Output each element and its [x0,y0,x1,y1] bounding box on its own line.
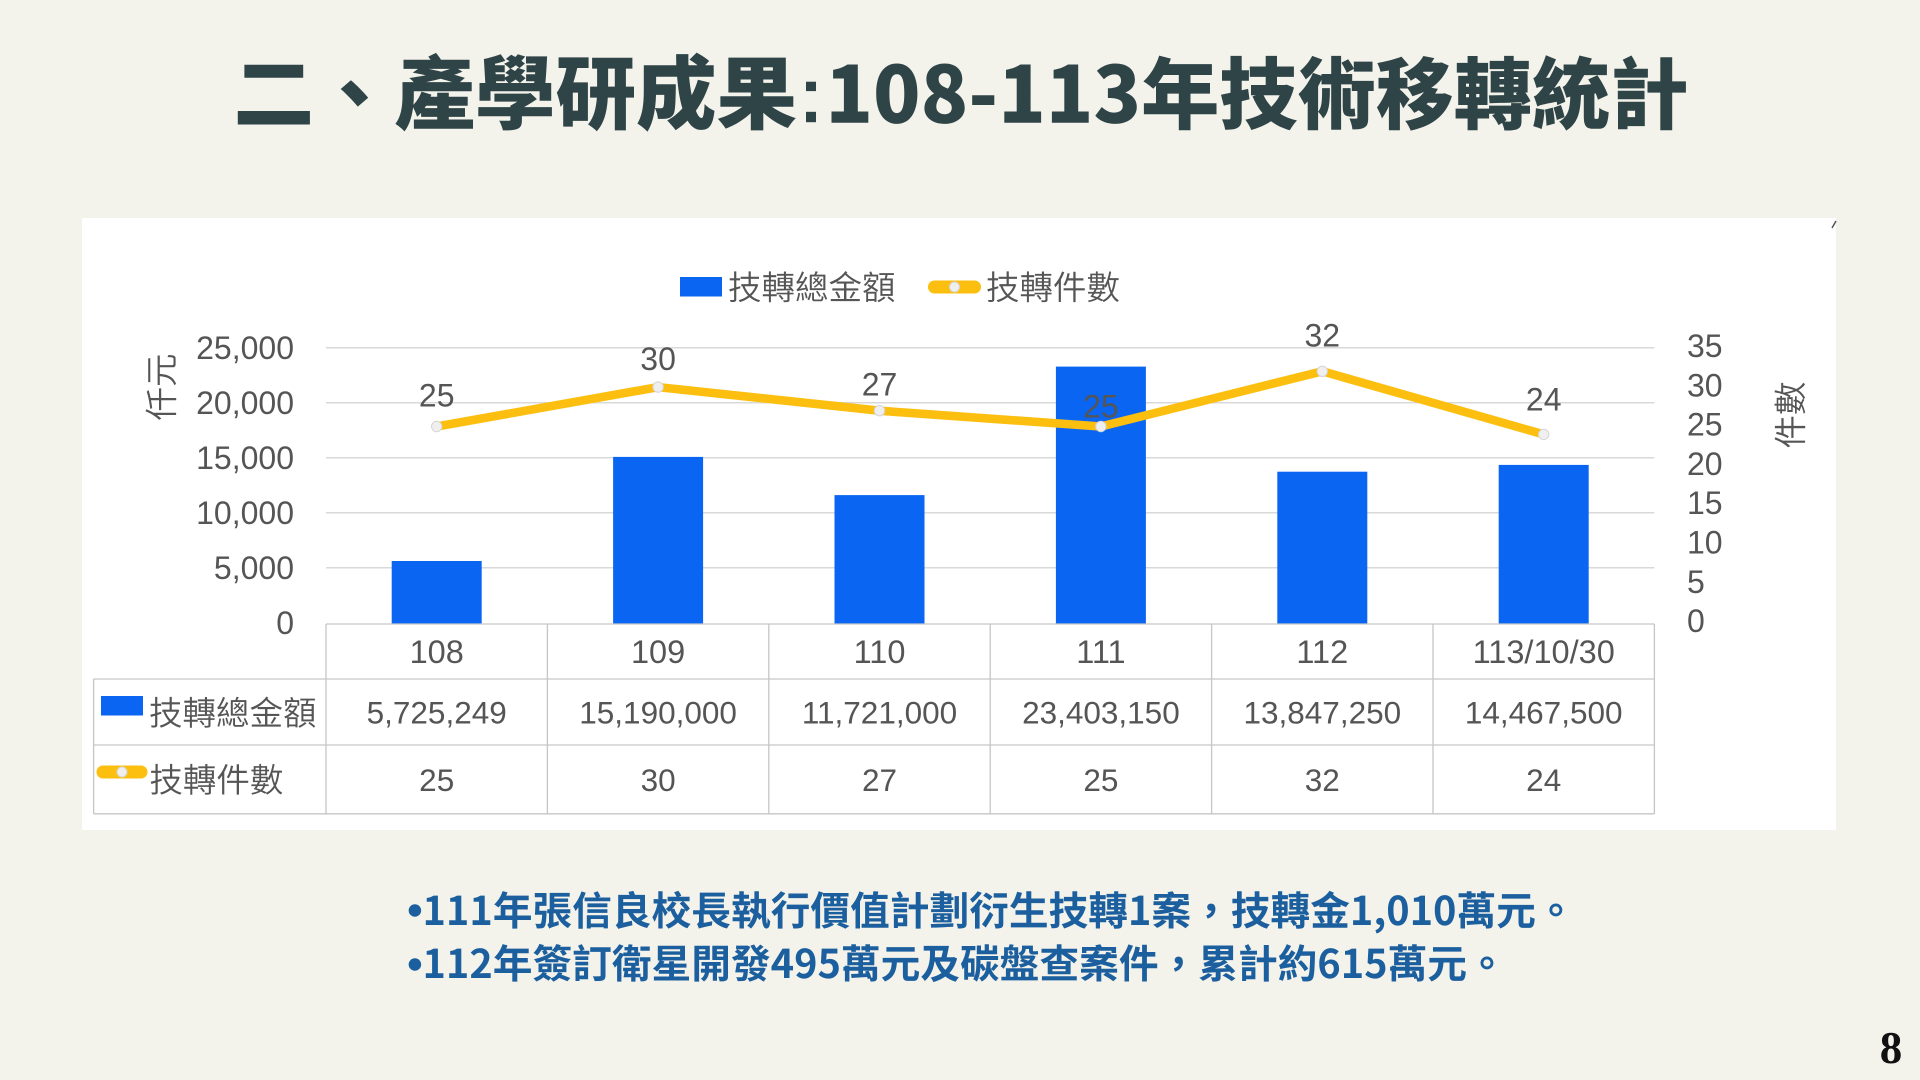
svg-text:20,000: 20,000 [196,385,294,421]
svg-text:30: 30 [640,341,676,377]
svg-text:24: 24 [1526,762,1561,798]
svg-text:5,725,249: 5,725,249 [367,694,507,730]
svg-text:109: 109 [631,634,685,670]
svg-text:30: 30 [641,762,676,798]
svg-text:15,000: 15,000 [196,440,294,476]
svg-text:14,467,500: 14,467,500 [1465,694,1623,730]
svg-text:5: 5 [1687,564,1705,600]
svg-text:27: 27 [862,762,897,798]
svg-text:25: 25 [419,762,454,798]
svg-text:27: 27 [862,367,898,403]
svg-text:35: 35 [1687,328,1723,364]
svg-text:11,721,000: 11,721,000 [802,694,957,730]
svg-text:13,847,250: 13,847,250 [1243,694,1401,730]
svg-text:10: 10 [1687,525,1723,561]
svg-text:10,000: 10,000 [196,495,294,531]
svg-text:25: 25 [1083,762,1118,798]
svg-text:108: 108 [410,634,464,670]
svg-text:25: 25 [1687,407,1723,443]
svg-text:15,190,000: 15,190,000 [579,694,737,730]
svg-text:32: 32 [1305,318,1341,354]
svg-text:25: 25 [1083,389,1119,425]
svg-text:30: 30 [1687,367,1723,403]
svg-text:24: 24 [1526,382,1562,418]
svg-text:112: 112 [1296,634,1348,670]
svg-text:113/10/30: 113/10/30 [1473,634,1615,670]
svg-text:0: 0 [1687,603,1705,639]
svg-text:5,000: 5,000 [214,550,294,586]
svg-text:25,000: 25,000 [196,330,294,366]
svg-text:23,403,150: 23,403,150 [1022,694,1180,730]
svg-text:0: 0 [276,605,294,641]
svg-text:15: 15 [1687,485,1723,521]
svg-text:111: 111 [1076,634,1125,670]
svg-text:8: 8 [1880,1023,1903,1073]
svg-text:20: 20 [1687,446,1723,482]
svg-text:25: 25 [419,378,455,414]
svg-text:110: 110 [854,634,906,670]
svg-text:32: 32 [1305,762,1340,798]
